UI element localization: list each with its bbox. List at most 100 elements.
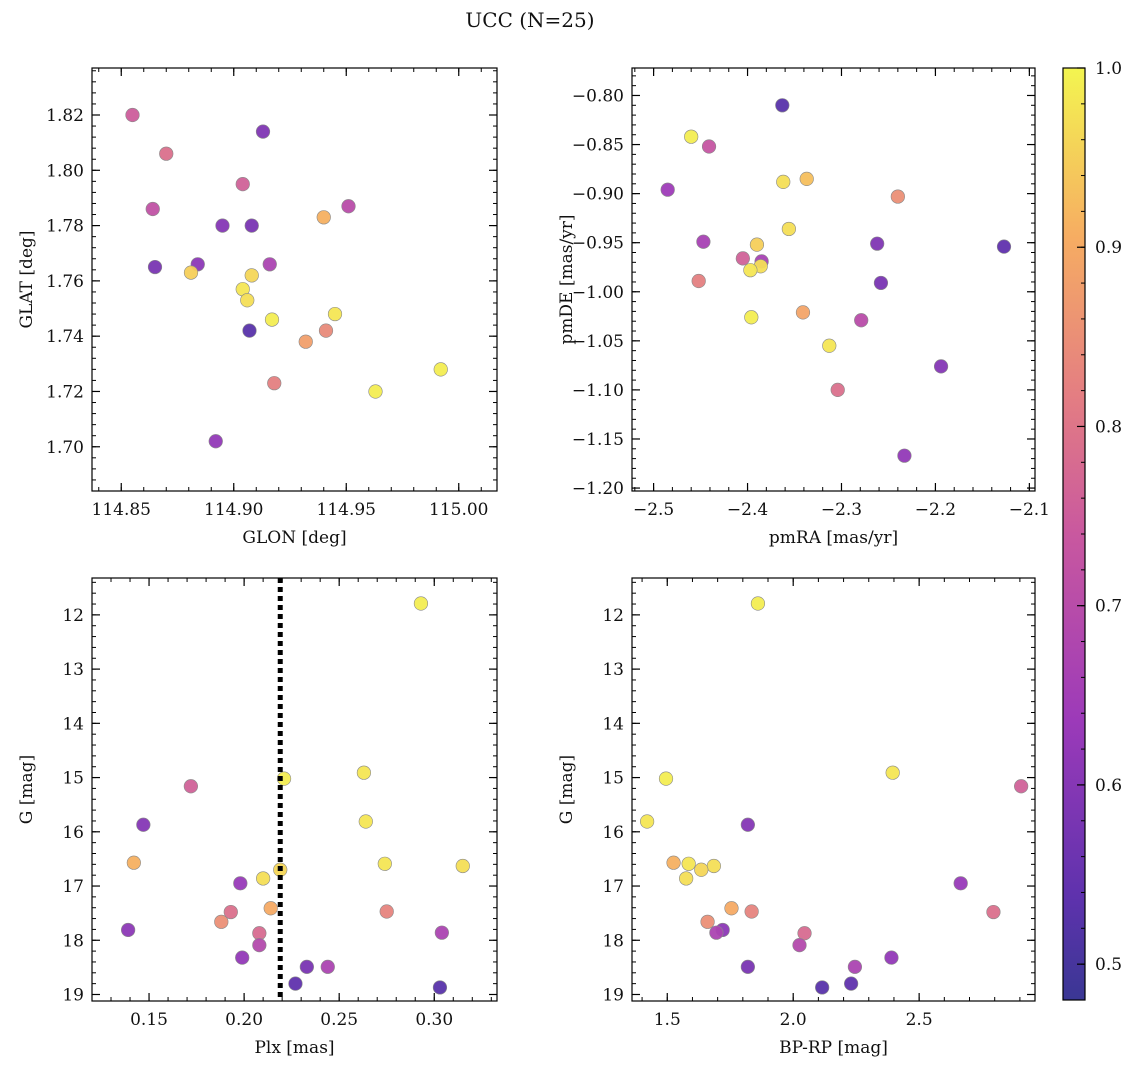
scatter-point <box>799 171 814 187</box>
x-tick-label: −2.5 <box>633 500 674 520</box>
panel-1: 114.85 114.90 114.95 115.00 1.70 1.72 1.74 1.76… <box>17 67 498 548</box>
y-tick-label: 1.78 <box>46 217 84 237</box>
scatter-point <box>694 862 709 877</box>
scatter-point <box>775 98 790 113</box>
scatter-point <box>691 273 706 289</box>
scatter-point <box>215 218 230 233</box>
y-tick-label: 13 <box>62 660 84 680</box>
y-tick-label: 1.82 <box>46 106 84 126</box>
scatter-point <box>740 817 755 832</box>
axes-frame <box>631 577 1036 1002</box>
scatter-point <box>706 858 721 874</box>
scatter-point <box>377 856 392 871</box>
scatter-point <box>318 323 334 338</box>
scatter-point <box>276 771 292 786</box>
scatter-point <box>660 182 675 197</box>
scatter-point <box>724 901 739 916</box>
colorbar-tick-label: 0.6 <box>1095 776 1122 796</box>
scatter-points <box>640 596 1029 995</box>
scatter-point <box>242 323 257 338</box>
scatter-point <box>255 124 271 139</box>
scatter-point <box>750 596 766 611</box>
colorbar-tick-label: 0.9 <box>1095 238 1122 258</box>
scatter-point <box>379 904 394 919</box>
x-tick-label: 0.25 <box>320 1010 358 1030</box>
y-axis-label: G [mag] <box>17 755 37 824</box>
scatter-point <box>233 876 248 891</box>
y-tick-label: −0.85 <box>572 136 624 156</box>
scatter-point <box>288 976 303 991</box>
y-tick-label: 1.80 <box>46 161 84 181</box>
scatter-point <box>749 237 765 252</box>
scatter-point <box>830 382 845 398</box>
scatter-point <box>735 251 750 266</box>
x-axis-label: GLON [deg] <box>242 528 346 548</box>
y-tick-label: 16 <box>602 823 624 843</box>
scatter-point <box>792 938 807 953</box>
x-tick-label: 0.15 <box>130 1010 168 1030</box>
scatter-point <box>244 268 259 283</box>
y-tick-label: 18 <box>602 931 624 951</box>
scatter-point <box>121 922 136 938</box>
y-tick-label: 14 <box>602 714 624 734</box>
y-axis-label: G [mag] <box>557 755 577 824</box>
colorbar-tick-label: 0.8 <box>1095 417 1122 437</box>
scatter-point <box>666 855 681 870</box>
scatter-point <box>684 129 699 144</box>
scatter-point <box>743 263 758 278</box>
scatter-point <box>183 779 198 794</box>
scatter-point <box>776 174 791 189</box>
axes-frame <box>631 67 1036 492</box>
scatter-point <box>797 926 812 941</box>
colorbar: 0.5 0.6 0.7 0.8 0.9 1.0 <box>1062 59 1122 1001</box>
y-tick-label: 1.70 <box>46 438 84 458</box>
scatter-point <box>263 901 278 916</box>
scatter-points <box>125 107 448 449</box>
x-tick-label: 2.0 <box>780 1010 807 1030</box>
scatter-point <box>433 362 448 377</box>
colorbar-tick-label: 0.7 <box>1095 597 1122 617</box>
scatter-point <box>358 814 373 829</box>
scatter-point <box>870 236 885 251</box>
scatter-point <box>299 959 314 974</box>
x-axis-label: Plx [mas] <box>254 1038 334 1058</box>
x-tick-label: 115.00 <box>429 500 488 520</box>
scatter-point <box>235 950 250 965</box>
scatter-point <box>316 210 331 225</box>
scatter-point <box>368 384 383 399</box>
scatter-point <box>136 817 151 832</box>
scatter-point <box>147 259 163 275</box>
x-tick-label: 114.90 <box>204 500 263 520</box>
scatter-point <box>679 871 694 886</box>
y-tick-label: 16 <box>62 823 84 843</box>
scatter-point <box>413 596 429 611</box>
y-axis-label: GLAT [deg] <box>17 230 37 328</box>
x-tick-label: −2.3 <box>821 500 862 520</box>
x-tick-label: −2.1 <box>1009 500 1050 520</box>
y-tick-label: −1.10 <box>572 381 624 401</box>
scatter-point <box>223 904 238 920</box>
scatter-point <box>701 139 717 154</box>
y-tick-label: −1.15 <box>572 430 624 450</box>
scatter-point <box>822 338 837 353</box>
y-tick-label: 12 <box>62 606 84 626</box>
y-tick-label: 15 <box>62 769 84 789</box>
minor-ticks <box>91 578 497 1001</box>
minor-ticks <box>632 578 1035 1001</box>
scatter-point <box>854 313 869 328</box>
scatter-point <box>264 312 280 327</box>
scatter-point <box>815 980 830 995</box>
y-tick-label: −1.05 <box>572 332 624 352</box>
colorbar-tick-label: 0.5 <box>1095 955 1122 975</box>
y-tick-label: 17 <box>602 877 624 897</box>
x-tick-label: −2.2 <box>915 500 956 520</box>
scatter-point <box>873 275 889 291</box>
x-tick-label: 114.85 <box>92 500 151 520</box>
scatter-point <box>262 257 277 272</box>
scatter-point <box>145 201 160 217</box>
scatter-point <box>434 925 449 940</box>
x-tick-label: 0.30 <box>415 1010 453 1030</box>
x-tick-label: 1.5 <box>654 1010 681 1030</box>
x-tick-label: 0.20 <box>225 1010 263 1030</box>
